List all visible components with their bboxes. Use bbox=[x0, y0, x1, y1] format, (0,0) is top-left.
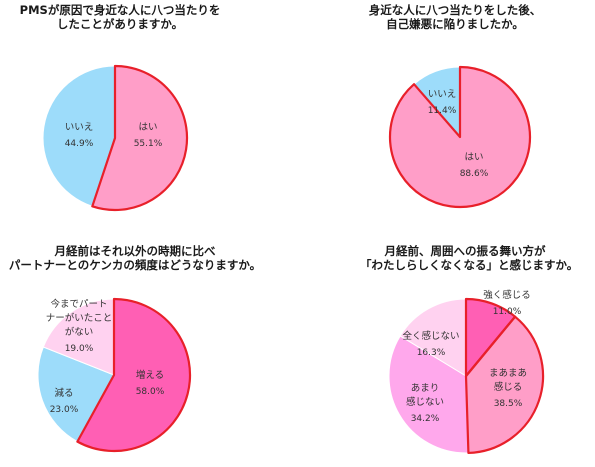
chart-panel-1: PMSが原因で身近な人に八つ当たりを したことがありますか。 はい 55.1% いい… bbox=[0, 0, 290, 225]
pie-3-highlight-outline-1 bbox=[76, 297, 192, 453]
pie-2-highlight-outline-1 bbox=[388, 65, 532, 209]
pie-4-slice-2-label-2: 感じる bbox=[494, 381, 523, 393]
chart-title-4-line-1: 月経前、周囲への振る舞い方が bbox=[384, 244, 546, 258]
pie-3-slice-2-label-1: 減る bbox=[54, 387, 73, 399]
chart-title-3: 月経前はそれ以外の時期に比べ パートナーとのケンカの頻度はどうなりますか。 bbox=[5, 244, 265, 272]
pie-4-slice-4-pct: 16.3% bbox=[417, 348, 446, 358]
pie-3-slice-1-label-1: 増える bbox=[136, 369, 164, 381]
chart-title-1: PMSが原因で身近な人に八つ当たりを したことがありますか。 bbox=[5, 3, 235, 31]
pie-3-slice-2-pct: 23.0% bbox=[50, 405, 79, 415]
pie-1-highlight-outline-1 bbox=[91, 64, 189, 212]
pie-4-highlight-outline-2 bbox=[464, 315, 545, 455]
chart-panel-4: 月経前、周囲への振る舞い方が 「わたしらしくなくなる」と感じますか。 強く感じる… bbox=[300, 235, 595, 467]
pie-3-slice-2 bbox=[37, 346, 115, 443]
pie-chart-2: はい 88.6% いいえ 11.4% bbox=[388, 65, 532, 209]
pie-3-slice-3-label-2: ナーがいたこと bbox=[46, 312, 113, 324]
pie-4-slice-1-label-1: 強く感じる bbox=[483, 289, 531, 301]
chart-title-4-line-2: 「わたしらしくなくなる」と感じますか。 bbox=[360, 258, 579, 272]
pie-3-slice-1-pct: 58.0% bbox=[136, 387, 165, 397]
pie-4-slice-2-pct: 38.5% bbox=[494, 399, 523, 409]
pie-1-slice-1-pct: 55.1% bbox=[134, 139, 163, 149]
pie-2-slice-1-pct: 88.6% bbox=[460, 169, 489, 179]
pie-3-slice-3-pct: 19.0% bbox=[65, 344, 94, 354]
pie-1-slice-2-label-1: いいえ bbox=[65, 122, 94, 133]
pie-2-slice-2-pct: 11.4% bbox=[428, 106, 457, 116]
pie-3-slice-3-label-3: がない bbox=[65, 326, 94, 338]
chart-title-2-line-2: 自己嫌悪に陥りましたか。 bbox=[386, 17, 524, 31]
chart-title-2: 身近な人に八つ当たりをした後、 自己嫌悪に陥りましたか。 bbox=[350, 3, 560, 31]
pie-1-slice-1-label-1: はい bbox=[138, 122, 157, 133]
pie-4-slice-3-pct: 34.2% bbox=[411, 414, 440, 424]
pie-4-slice-3-label-2: 感じない bbox=[406, 396, 444, 408]
pie-4-slice-1-pct: 11.0% bbox=[493, 307, 522, 317]
pie-chart-1: はい 55.1% いいえ 44.9% bbox=[42, 64, 189, 212]
pie-4-slice-2-label-1: まあまあ bbox=[489, 368, 527, 379]
pie-1-slice-2 bbox=[42, 65, 116, 207]
chart-title-4: 月経前、周囲への振る舞い方が 「わたしらしくなくなる」と感じますか。 bbox=[360, 244, 579, 272]
pie-1-slice-2-pct: 44.9% bbox=[65, 139, 94, 149]
chart-panel-2: 身近な人に八つ当たりをした後、 自己嫌悪に陥りましたか。 はい 88.6% いいえ 1… bbox=[300, 0, 595, 225]
chart-title-3-line-1: 月経前はそれ以外の時期に比べ bbox=[54, 244, 216, 258]
chart-title-3-line-2: パートナーとのケンカの頻度はどうなりますか。 bbox=[8, 258, 262, 272]
pie-3-slice-3 bbox=[42, 298, 115, 376]
pie-4-slice-4-label-1: 全く感じない bbox=[402, 330, 459, 342]
pie-4-slice-4 bbox=[399, 298, 467, 377]
chart-panel-3: 月経前はそれ以外の時期に比べ パートナーとのケンカの頻度はどうなりますか。 増え… bbox=[0, 235, 290, 467]
pie-4-slice-3-label-1: あまり bbox=[411, 383, 440, 394]
chart-title-1-line-1: PMSが原因で身近な人に八つ当たりを bbox=[19, 3, 221, 17]
pie-3-slice-3-label-1: 今までパート bbox=[50, 298, 107, 310]
pie-2-slice-1-label-1: はい bbox=[464, 152, 483, 163]
chart-title-1-line-2: したことがありますか。 bbox=[56, 17, 184, 31]
chart-title-2-line-1: 身近な人に八つ当たりをした後、 bbox=[368, 3, 542, 17]
pie-4-slice-3 bbox=[388, 335, 469, 454]
pie-2-slice-2-label-1: いいえ bbox=[428, 89, 457, 100]
